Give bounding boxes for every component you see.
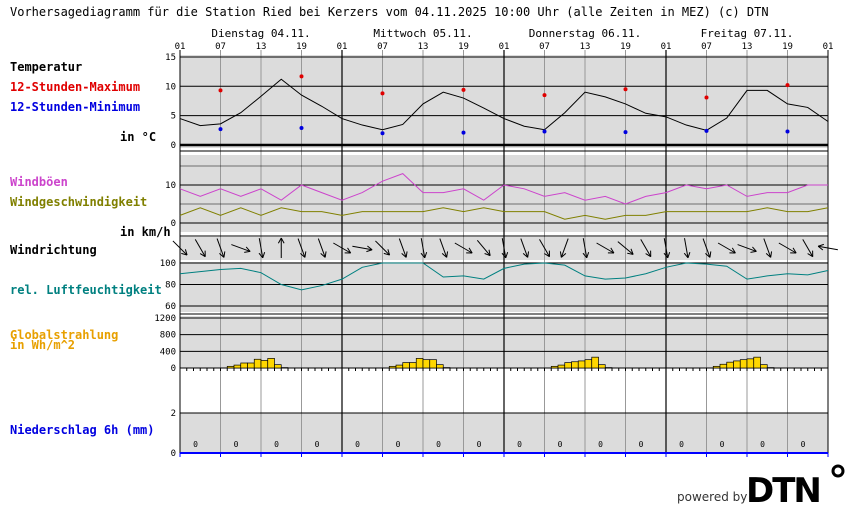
day-label: Dienstag 04.11. (211, 27, 310, 40)
radiation-bar (261, 361, 268, 369)
tmax-point (786, 83, 790, 87)
y-tick: 1200 (154, 314, 176, 324)
y-tick: 0 (171, 219, 176, 229)
label-wind-speed: Windgeschwindigkeit (10, 195, 147, 209)
radiation-bar (734, 361, 741, 368)
radiation-bar (396, 365, 403, 368)
label-humidity: rel. Luftfeuchtigkeit (10, 283, 162, 297)
radiation-bar (234, 365, 241, 368)
radiation-bar (403, 363, 410, 368)
radiation-bar (713, 366, 720, 368)
label-wind-direction: Windrichtung (10, 243, 97, 257)
chart-title: Vorhersagediagramm für die Station Ried … (10, 5, 769, 19)
radiation-bar (740, 360, 747, 368)
tmax-point (705, 95, 709, 99)
y-tick: 60 (165, 302, 176, 312)
precip-value: 0 (517, 440, 522, 449)
radiation-bar (551, 366, 558, 368)
precip-value: 0 (315, 440, 320, 449)
tmax-point (219, 88, 223, 92)
label-tmax: 12-Stunden-Maximum (10, 80, 140, 94)
radiation-bar (416, 358, 423, 368)
y-tick: 2 (171, 409, 176, 419)
tmax-point (543, 93, 547, 97)
radiation-bar (437, 365, 444, 368)
label-tmin: 12-Stunden-Minimum (10, 100, 140, 114)
radiation-bar (754, 357, 761, 368)
radiation-bar (430, 360, 437, 368)
precip-value: 0 (274, 440, 279, 449)
y-tick: 400 (160, 347, 176, 357)
y-tick: 0 (171, 141, 176, 151)
precip-value: 0 (720, 440, 725, 449)
precip-value: 0 (760, 440, 765, 449)
radiation-bar (565, 363, 572, 368)
radiation-bar (410, 363, 417, 368)
tmin-point (462, 131, 466, 135)
svg-text:DTN: DTN (746, 471, 820, 511)
precip-value: 0 (355, 440, 360, 449)
label-radiation-unit: in Wh/m^2 (10, 338, 75, 352)
y-tick: 10 (165, 82, 176, 92)
day-label: Freitag 07.11. (701, 27, 794, 40)
radiation-bar (572, 362, 579, 368)
precip-value: 0 (679, 440, 684, 449)
y-tick: 800 (160, 331, 176, 341)
radiation-bar (761, 365, 768, 368)
y-tick: 15 (165, 53, 176, 63)
tmax-point (300, 74, 304, 78)
label-wind-unit: in km/h (120, 225, 171, 239)
precip-value: 0 (436, 440, 441, 449)
label-precipitation: Niederschlag 6h (mm) (10, 423, 155, 437)
radiation-bar (423, 360, 430, 368)
radiation-bar (227, 366, 234, 368)
tmin-point (543, 129, 547, 133)
radiation-bar (241, 363, 248, 368)
tmax-point (462, 88, 466, 92)
y-tick: 5 (171, 112, 176, 122)
tmax-point (381, 91, 385, 95)
tmin-point (786, 129, 790, 133)
y-tick: 80 (165, 281, 176, 291)
radiation-bar (248, 363, 255, 368)
day-label: Mittwoch 05.11. (373, 27, 472, 40)
precip-value: 0 (396, 440, 401, 449)
tmin-point (219, 127, 223, 131)
label-temp-unit: in °C (120, 130, 156, 144)
precip-value: 0 (639, 440, 644, 449)
y-tick: 0 (171, 449, 176, 459)
radiation-bar (389, 366, 396, 368)
y-tick: 100 (160, 259, 176, 269)
tmin-point (300, 126, 304, 130)
y-tick: 0 (171, 364, 176, 374)
radiation-bar (599, 365, 606, 368)
radiation-bar (268, 358, 275, 368)
label-gusts: Windböen (10, 175, 68, 189)
radiation-bar (558, 365, 565, 368)
radiation-bar (275, 365, 282, 368)
tmin-point (624, 130, 628, 134)
precip-value: 0 (477, 440, 482, 449)
tmin-point (705, 129, 709, 133)
radiation-bar (585, 360, 592, 368)
precip-value: 0 (558, 440, 563, 449)
radiation-bar (254, 359, 261, 368)
label-temperature: Temperatur (10, 60, 82, 74)
radiation-bar (592, 357, 599, 368)
precip-value: 0 (234, 440, 239, 449)
day-label: Donnerstag 06.11. (529, 27, 642, 40)
radiation-bar (727, 362, 734, 368)
y-tick: 10 (165, 181, 176, 191)
precip-value: 0 (801, 440, 806, 449)
dtn-logo: DTN (746, 466, 843, 511)
tmax-point (624, 87, 628, 91)
tmin-point (381, 131, 385, 135)
precip-value: 0 (193, 440, 198, 449)
radiation-bar (720, 364, 727, 368)
radiation-bar (747, 359, 754, 368)
radiation-bar (578, 361, 585, 368)
powered-by: powered by (677, 490, 747, 504)
precip-value: 0 (598, 440, 603, 449)
